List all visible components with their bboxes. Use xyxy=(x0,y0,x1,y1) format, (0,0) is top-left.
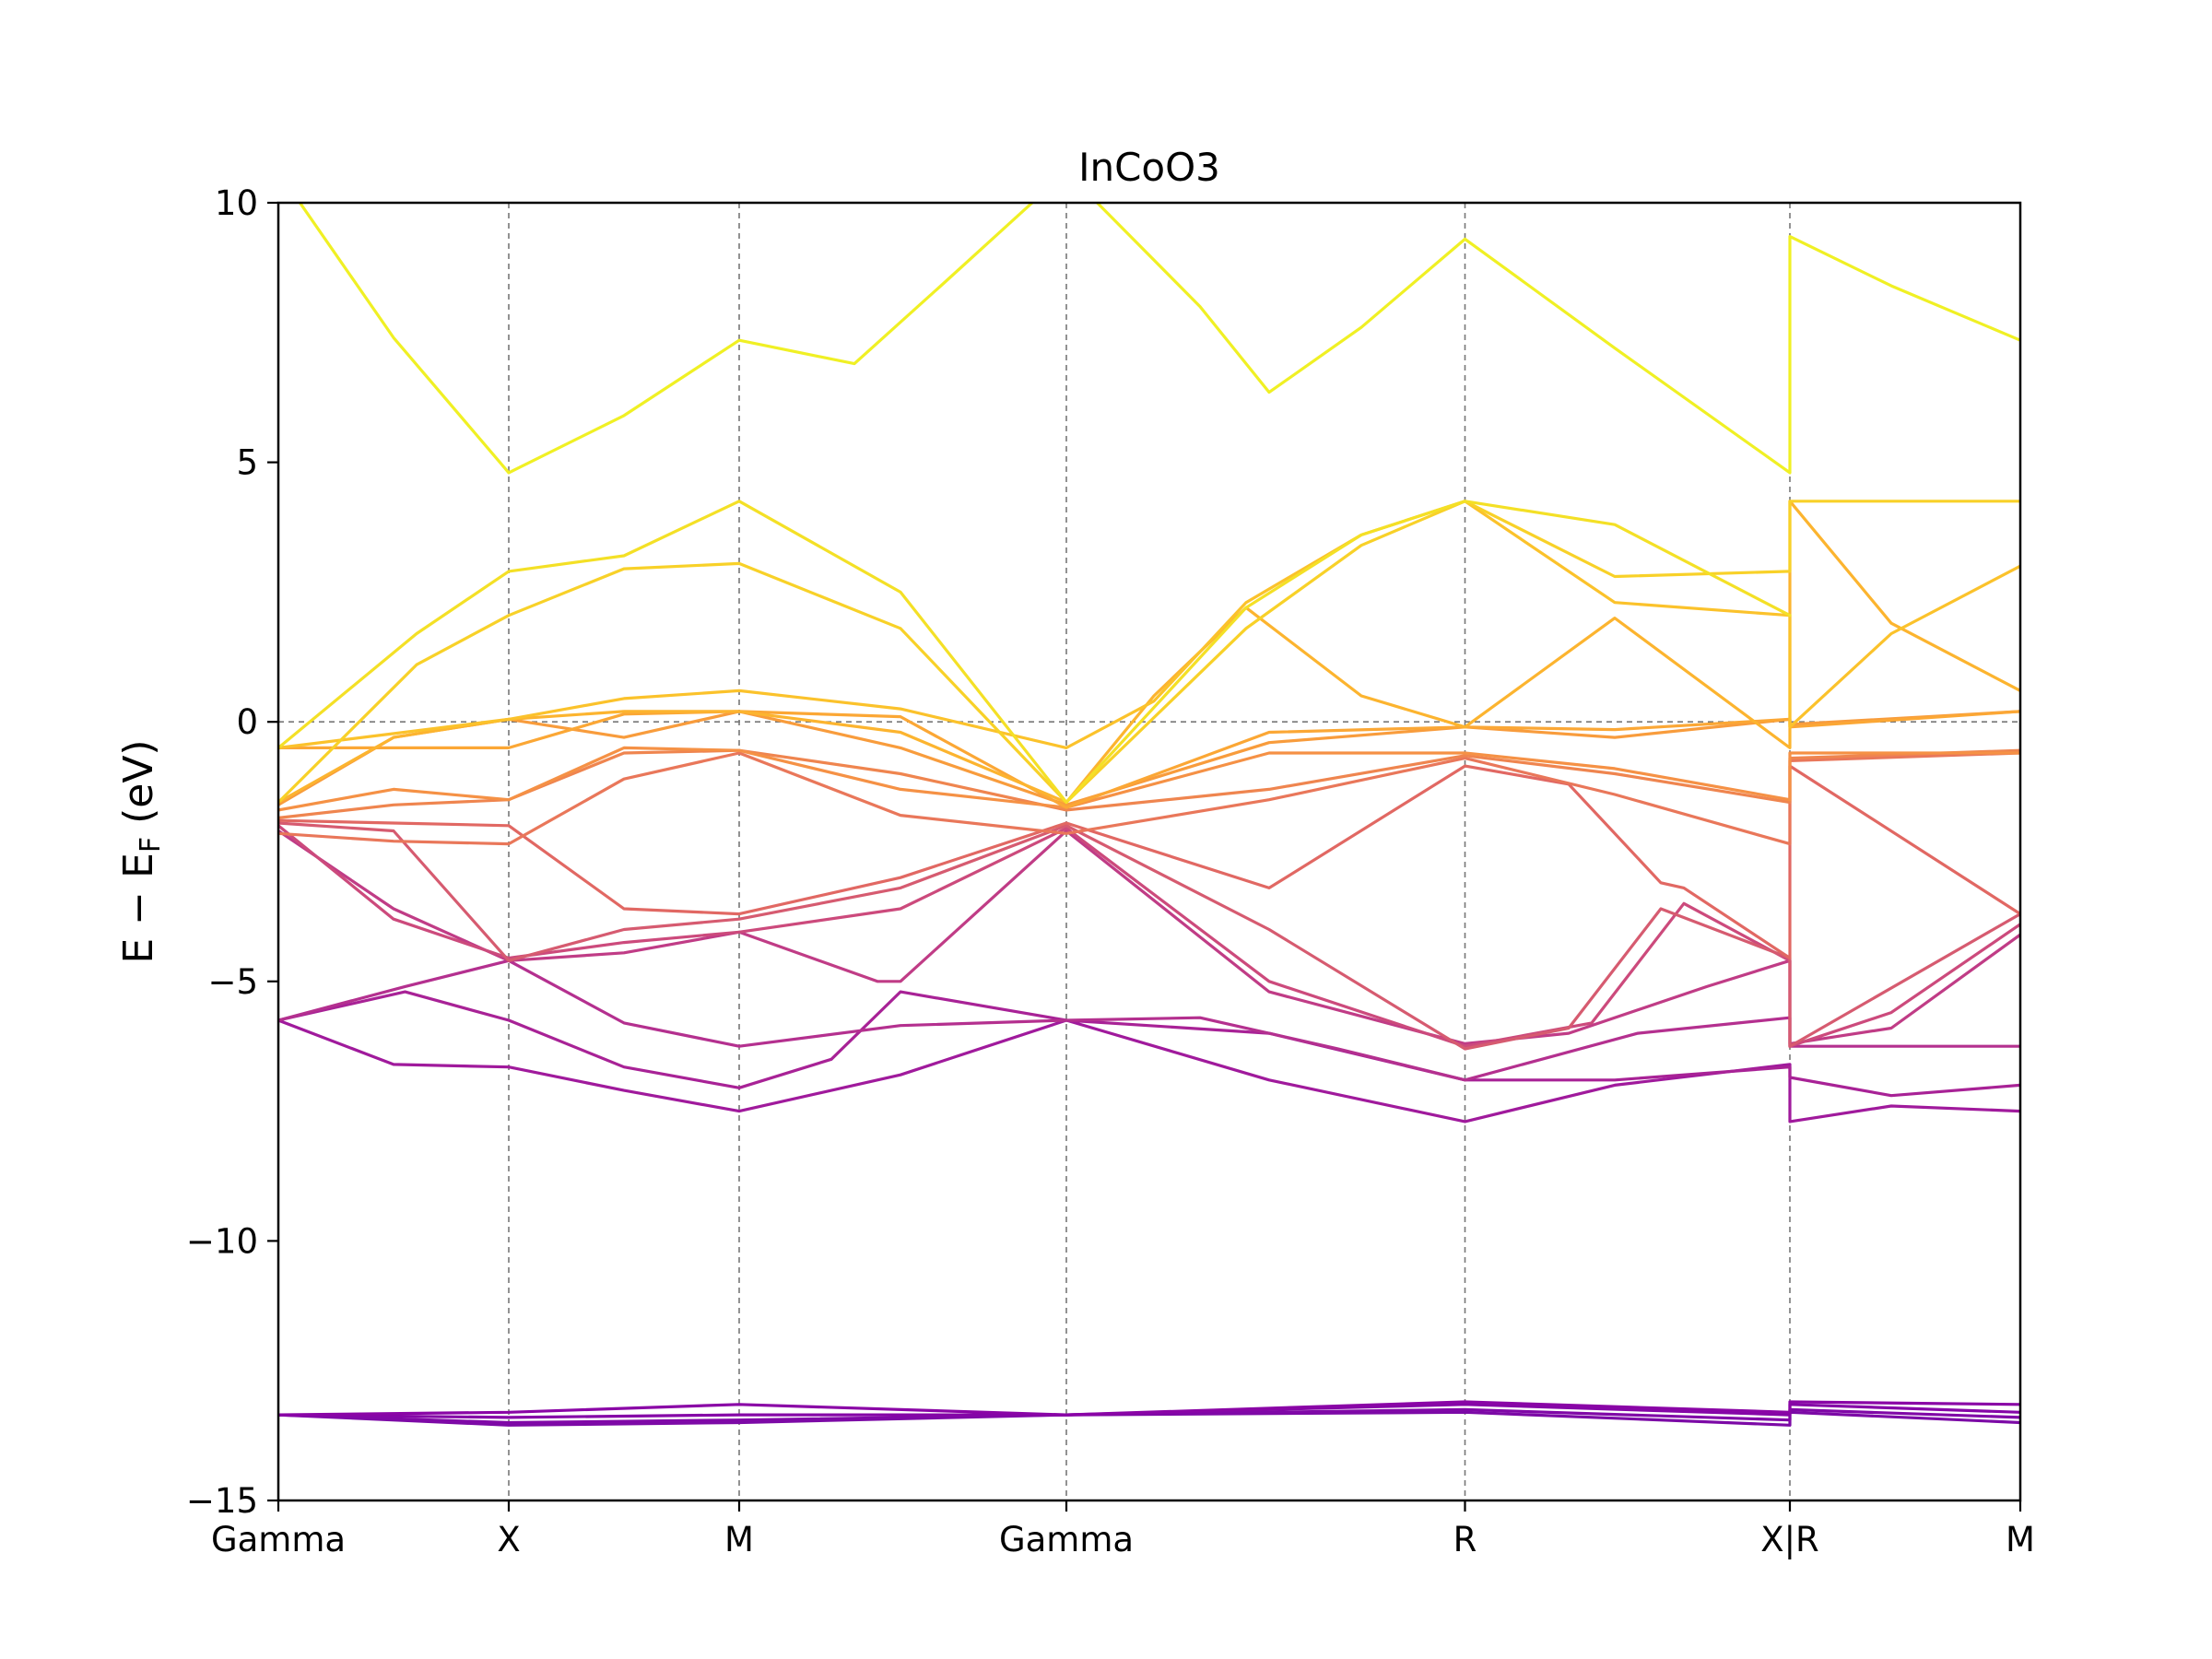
x-tick-label: M xyxy=(724,1520,754,1559)
y-axis-ticks: 10 5 0 −5 −10 −15 xyxy=(186,183,278,1521)
y-axis-label-unit: (eV) xyxy=(115,739,162,837)
y-axis-label-main: E − E xyxy=(115,853,162,963)
y-tick-label: 5 xyxy=(236,443,258,483)
band-line-18 xyxy=(278,500,2020,749)
y-tick-label: 10 xyxy=(215,183,258,223)
plot-frame xyxy=(276,201,2022,1502)
y-tick-label: −5 xyxy=(207,962,258,1002)
x-tick-label: M xyxy=(2006,1520,2035,1559)
x-tick-label: Gamma xyxy=(999,1520,1134,1559)
x-tick-label: R xyxy=(1453,1520,1477,1559)
band-line-20 xyxy=(278,500,1792,805)
band-line-17 xyxy=(278,500,2020,805)
x-tick-label: X xyxy=(497,1520,520,1559)
band-line-19 xyxy=(278,500,2020,805)
band-line-4 xyxy=(278,1400,2020,1417)
band-line-11 xyxy=(278,764,2020,960)
band-line-10 xyxy=(278,821,2020,1051)
x-axis-ticks: Gamma X M Gamma R X|R M xyxy=(211,1500,2035,1559)
band-line-12 xyxy=(278,751,2020,846)
x-tick-label: Gamma xyxy=(211,1520,346,1559)
y-axis-label: E − EF (eV) xyxy=(115,739,167,963)
y-tick-label: 0 xyxy=(236,702,258,742)
band-line-21 xyxy=(298,203,2020,475)
x-tick-label: X|R xyxy=(1760,1520,1819,1559)
y-axis-label-subscript: F xyxy=(135,837,167,853)
y-tick-label: −15 xyxy=(186,1481,258,1521)
band-series xyxy=(278,203,2020,1427)
grid-lines xyxy=(278,203,2020,1500)
band-line-7 xyxy=(278,959,2020,1082)
band-line-5 xyxy=(278,1018,2020,1124)
y-tick-label: −10 xyxy=(186,1221,258,1261)
chart-title: InCoO3 xyxy=(1078,145,1220,190)
